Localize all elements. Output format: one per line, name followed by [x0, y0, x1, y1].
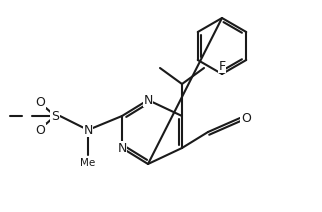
Text: F: F	[218, 60, 226, 73]
Text: O: O	[35, 124, 45, 137]
Text: N: N	[117, 141, 127, 155]
Text: Me: Me	[80, 158, 96, 168]
Text: S: S	[51, 110, 59, 123]
Text: O: O	[241, 112, 251, 124]
Text: N: N	[83, 124, 93, 137]
Text: N: N	[143, 93, 153, 106]
Text: O: O	[35, 95, 45, 109]
